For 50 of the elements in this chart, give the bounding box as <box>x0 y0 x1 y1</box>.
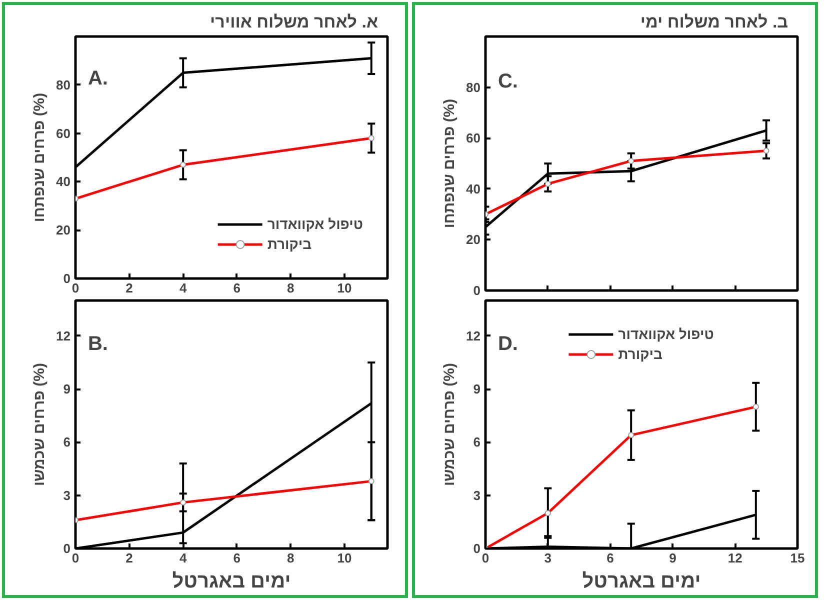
x-tick-label: 4 <box>179 280 188 296</box>
y-tick-label: 60 <box>466 130 481 146</box>
annotation: B. <box>88 333 108 356</box>
x-tick-label: 3 <box>544 550 552 566</box>
chart-title: ב. לאחר משלוח ימי <box>640 12 788 32</box>
x-tick-label: 6 <box>606 550 614 566</box>
x-tick-label: 6 <box>233 550 240 566</box>
y-tick-label: 6 <box>63 434 71 450</box>
annotation: D. <box>498 333 518 356</box>
x-tick-label: 10 <box>337 550 352 566</box>
y-tick-label: 40 <box>466 181 481 196</box>
x-tick-label: 2 <box>126 550 133 566</box>
y-tick-label: 12 <box>56 328 71 344</box>
y-axis-title: פרחים שכמשו (%) <box>31 363 48 486</box>
y-tick-label: 0 <box>63 271 71 286</box>
x-tick-label: 10 <box>337 280 352 296</box>
annotation: C. <box>498 70 518 92</box>
y-axis-title: פרחים שנפתחו (%) <box>31 92 48 222</box>
y-tick-label: 3 <box>473 488 481 503</box>
legend-label: ביקורת <box>618 346 662 362</box>
y-tick-label: 80 <box>56 77 71 92</box>
y-tick-label: 12 <box>466 328 481 344</box>
x-axis-title: ימים באגרטל <box>172 570 291 592</box>
x-axis-title: ימים באגרטל <box>582 570 701 592</box>
y-tick-label: 20 <box>466 232 481 248</box>
y-axis-title: פרחים שנפתחו (%) <box>441 98 458 228</box>
y-tick-label: 9 <box>63 382 71 397</box>
x-tick-label: 12 <box>728 550 742 566</box>
annotation: A. <box>88 68 108 90</box>
x-tick-label: 6 <box>233 280 240 296</box>
x-tick-label: 2 <box>126 280 133 296</box>
legend-label: טיפול אקוואדור <box>618 326 714 342</box>
x-tick-label: 8 <box>287 550 294 566</box>
legend-label: טיפול אקוואדור <box>267 216 363 232</box>
y-tick-label: 40 <box>56 174 71 190</box>
y-tick-label: 9 <box>473 382 481 397</box>
x-tick-label: 15 <box>790 550 805 566</box>
y-axis-title: פרחים שכמשו (%) <box>441 363 458 486</box>
chart-title: א. לאחר משלוח אווירי <box>210 12 378 32</box>
x-tick-label: 8 <box>287 280 294 296</box>
y-tick-label: 80 <box>466 80 481 95</box>
y-tick-label: 60 <box>56 126 71 141</box>
y-tick-label: 3 <box>63 488 71 503</box>
legend-label: ביקורת <box>267 236 312 252</box>
x-tick-label: 9 <box>669 550 676 566</box>
y-tick-label: 20 <box>56 222 71 238</box>
x-tick-label: 4 <box>179 550 188 566</box>
y-tick-label: 0 <box>473 541 481 556</box>
y-tick-label: 0 <box>63 541 71 556</box>
y-tick-label: 6 <box>473 434 481 450</box>
